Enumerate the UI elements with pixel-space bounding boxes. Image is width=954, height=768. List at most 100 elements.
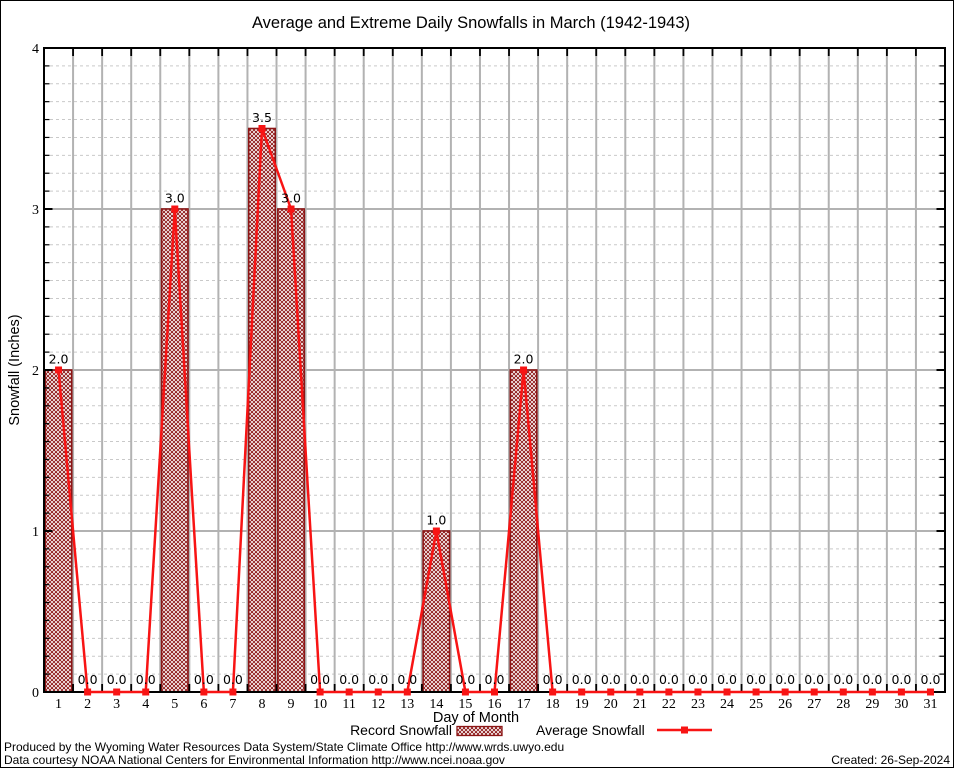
value-label-day-10: 0.0 <box>310 672 330 687</box>
axis-ticks-layer <box>44 48 945 692</box>
marker-day-23 <box>694 688 702 696</box>
marker-day-19 <box>578 688 586 696</box>
value-label-day-14: 1.0 <box>426 513 446 528</box>
footer-created-date: Created: 26-Sep-2024 <box>831 753 950 767</box>
marker-day-1 <box>55 366 63 374</box>
marker-day-17 <box>520 366 528 374</box>
marker-day-20 <box>607 688 615 696</box>
x-axis-title: Day of Month <box>433 710 519 726</box>
x-tick-label-25: 25 <box>749 697 763 712</box>
value-label-day-3: 0.0 <box>107 672 127 687</box>
value-label-day-23: 0.0 <box>688 672 708 687</box>
y-axis-title: Snowfall (Inches) <box>7 314 23 425</box>
x-tick-label-6: 6 <box>200 697 207 712</box>
value-label-day-7: 0.0 <box>223 672 243 687</box>
value-label-day-28: 0.0 <box>833 672 853 687</box>
x-tick-label-5: 5 <box>171 697 178 712</box>
value-label-day-19: 0.0 <box>572 672 592 687</box>
value-label-day-4: 0.0 <box>136 672 156 687</box>
value-label-day-31: 0.0 <box>921 672 941 687</box>
value-label-day-12: 0.0 <box>368 672 388 687</box>
x-tick-label-9: 9 <box>288 697 295 712</box>
marker-day-26 <box>781 688 789 696</box>
value-label-day-25: 0.0 <box>746 672 766 687</box>
x-tick-label-4: 4 <box>142 697 149 712</box>
bar-day-9 <box>277 208 306 693</box>
marker-day-14 <box>432 527 440 535</box>
x-tick-label-20: 20 <box>604 697 618 712</box>
marker-day-21 <box>636 688 644 696</box>
legend-record-swatch <box>456 725 503 737</box>
x-tick-label-29: 29 <box>865 697 879 712</box>
marker-day-8 <box>258 125 266 132</box>
x-tick-label-28: 28 <box>836 697 850 712</box>
x-tick-label-8: 8 <box>258 697 265 712</box>
marker-day-4 <box>142 688 150 696</box>
marker-day-15 <box>461 688 469 696</box>
marker-day-28 <box>839 688 847 696</box>
marker-day-6 <box>200 688 208 696</box>
marker-day-12 <box>374 688 382 696</box>
value-label-day-11: 0.0 <box>339 672 359 687</box>
bar-day-5 <box>160 208 189 693</box>
marker-day-27 <box>810 688 818 696</box>
value-label-day-24: 0.0 <box>717 672 737 687</box>
y-tick-label-2: 2 <box>32 364 39 379</box>
x-tick-label-3: 3 <box>113 697 120 712</box>
marker-day-31 <box>926 688 934 696</box>
tick-labels-layer: 1 2 3 4 5 6 7 8 9 10 11 12 13 14 15 16 17 18 19 20 21 22 23 24 2… <box>32 42 937 712</box>
marker-day-2 <box>84 688 92 696</box>
legend-average-marker-icon <box>681 726 688 734</box>
value-label-day-16: 0.0 <box>485 672 505 687</box>
marker-day-22 <box>665 688 673 696</box>
footer-data-courtesy: Data courtesy NOAA National Centers for … <box>4 753 505 767</box>
x-tick-label-15: 15 <box>458 697 472 712</box>
value-label-day-21: 0.0 <box>630 672 650 687</box>
x-tick-label-1: 1 <box>55 697 62 712</box>
y-tick-label-4: 4 <box>32 42 39 57</box>
legend-record-label: Record Snowfall <box>350 722 452 738</box>
y-tick-label-0: 0 <box>32 686 39 701</box>
value-label-day-6: 0.0 <box>194 672 214 687</box>
x-tick-label-10: 10 <box>313 697 327 712</box>
x-tick-label-17: 17 <box>517 697 531 712</box>
value-label-day-13: 0.0 <box>397 672 417 687</box>
x-tick-label-24: 24 <box>720 697 734 712</box>
bar-day-8 <box>247 127 277 693</box>
marker-day-3 <box>113 688 121 696</box>
marker-day-11 <box>345 688 353 696</box>
marker-day-25 <box>752 688 760 696</box>
marker-day-16 <box>491 688 498 696</box>
x-tick-label-13: 13 <box>400 697 414 712</box>
x-tick-label-7: 7 <box>229 697 236 712</box>
marker-day-30 <box>897 688 905 696</box>
x-tick-label-22: 22 <box>662 697 676 712</box>
data-labels-layer: 2.0 0.0 0.0 0.0 3.0 0.0 0.0 3.5 3.0 0.0 0.0 0.0 0.0 1… <box>49 110 941 687</box>
legend: Record Snowfall Average Snowfall <box>350 722 712 738</box>
value-label-day-1: 2.0 <box>49 352 69 367</box>
x-tick-label-18: 18 <box>546 697 560 712</box>
marker-day-13 <box>403 688 411 696</box>
record-bars-layer <box>44 127 538 693</box>
marker-day-18 <box>549 688 557 696</box>
bar-day-14 <box>422 530 451 693</box>
marker-day-10 <box>316 688 324 696</box>
value-label-day-17: 2.0 <box>514 352 534 367</box>
value-label-day-15: 0.0 <box>455 672 475 687</box>
x-tick-label-19: 19 <box>575 697 589 712</box>
x-tick-label-12: 12 <box>371 697 385 712</box>
footer-produced-by: Produced by the Wyoming Water Resources … <box>4 740 564 754</box>
value-label-day-18: 0.0 <box>543 672 563 687</box>
x-tick-label-2: 2 <box>84 697 91 712</box>
chart-title: Average and Extreme Daily Snowfalls in M… <box>252 14 690 32</box>
x-tick-label-26: 26 <box>778 697 792 712</box>
x-tick-label-27: 27 <box>807 697 821 712</box>
value-label-day-8: 3.5 <box>252 110 272 125</box>
x-tick-label-21: 21 <box>633 697 647 712</box>
value-label-day-27: 0.0 <box>804 672 824 687</box>
x-tick-label-30: 30 <box>894 697 908 712</box>
x-tick-label-31: 31 <box>923 697 937 712</box>
